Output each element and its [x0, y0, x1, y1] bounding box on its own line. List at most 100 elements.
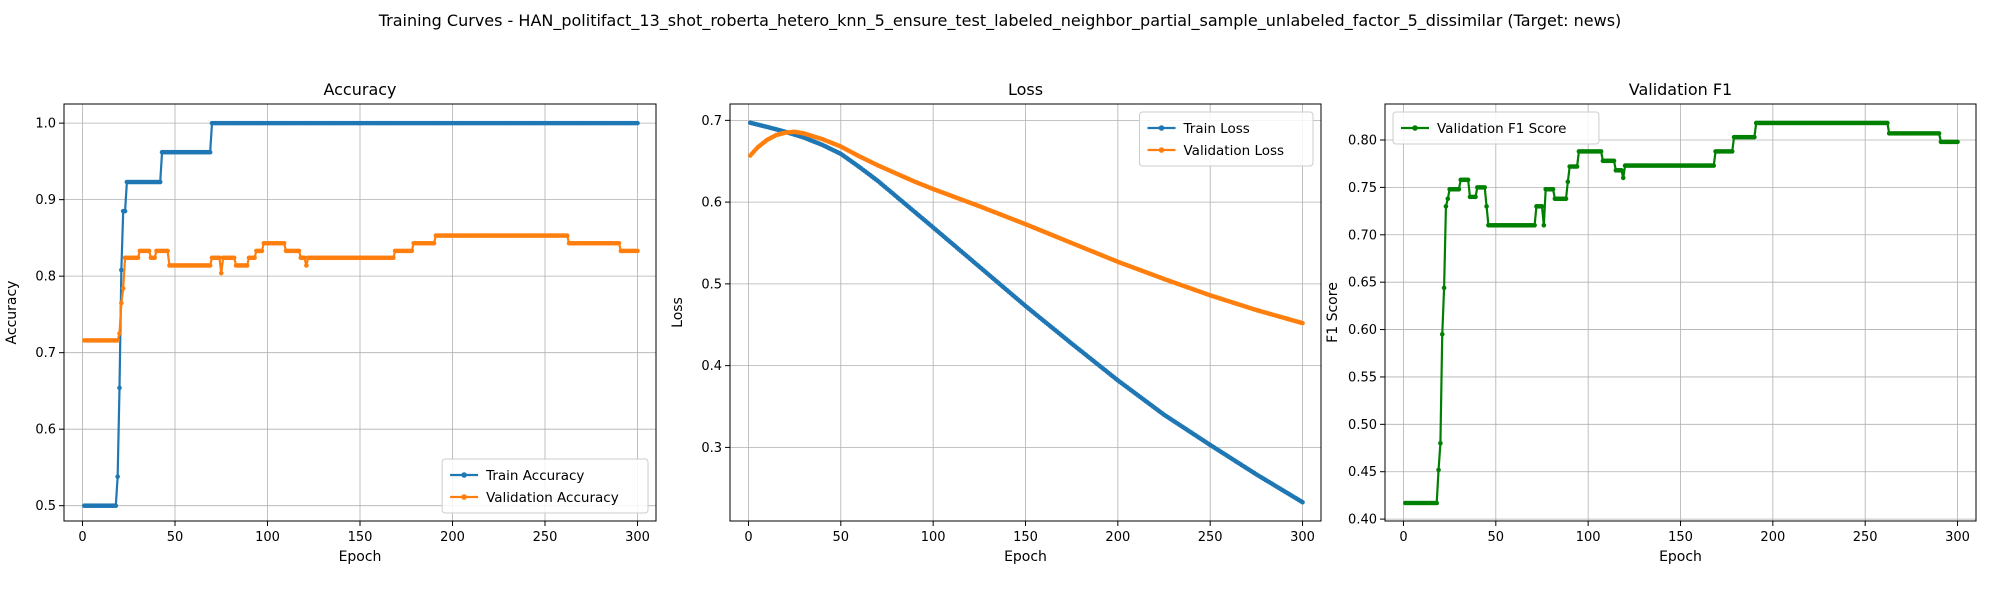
data-point: [1885, 120, 1890, 126]
y-tick-label: 0.65: [1348, 276, 1377, 291]
data-point: [635, 120, 640, 126]
y-tick-label: 0.3: [701, 441, 722, 456]
y-tick-label: 0.7: [35, 346, 56, 361]
legend-label: Train Loss: [1183, 121, 1250, 137]
data-point: [1441, 285, 1447, 291]
y-tick-label: 0.50: [1348, 418, 1377, 433]
data-point: [119, 267, 124, 273]
data-point: [1438, 440, 1443, 446]
loss-series-2: [748, 129, 1305, 326]
x-tick-label: 300: [1290, 530, 1315, 545]
data-point: [281, 240, 287, 246]
accuracy-series-1: [82, 120, 640, 509]
accuracy-y-axis-label: Accuracy: [4, 281, 20, 345]
data-point: [1711, 163, 1717, 168]
data-point: [252, 255, 257, 261]
data-point: [1611, 158, 1617, 164]
data-point: [218, 270, 224, 276]
x-tick-label: 50: [833, 530, 850, 545]
x-tick-label: 200: [440, 530, 465, 545]
y-tick-label: 0.55: [1348, 370, 1377, 385]
data-point: [409, 248, 415, 254]
data-point: [1541, 223, 1547, 228]
legend-marker: [1412, 125, 1418, 131]
data-point: [1563, 196, 1569, 202]
y-tick-label: 0.6: [701, 196, 722, 211]
data-point: [157, 179, 163, 185]
data-point: [1752, 134, 1757, 140]
accuracy-grid: [64, 104, 656, 521]
data-point: [120, 286, 126, 291]
legend-marker: [1158, 147, 1165, 153]
data-point: [1532, 223, 1537, 228]
validation-f1-grid: [1385, 104, 1976, 521]
data-point: [152, 255, 157, 261]
x-tick-label: 50: [167, 530, 184, 545]
legend-marker: [1158, 125, 1165, 131]
data-point: [1300, 320, 1305, 326]
data-point: [115, 338, 120, 343]
loss-legend: Train Loss Validation Loss: [1139, 111, 1314, 167]
data-point: [117, 385, 122, 391]
validation-f1-x-axis-label: Epoch: [1659, 549, 1702, 565]
y-tick-label: 0.75: [1348, 181, 1377, 196]
data-point: [1565, 179, 1571, 185]
data-point: [207, 263, 213, 268]
accuracy-legend: Train Accuracy Validation Accuracy: [441, 458, 649, 514]
data-point: [217, 255, 222, 261]
y-tick-label: 0.45: [1348, 465, 1377, 480]
data-point: [302, 255, 307, 261]
loss-panel: 0 50 100 150 200 250 300 0.3 0.4 0.5 0.6 0.7 Loss Epo…: [670, 80, 1322, 565]
data-point: [564, 233, 570, 238]
data-point: [616, 240, 622, 246]
data-point: [231, 255, 237, 261]
y-tick-label: 1.0: [35, 117, 56, 132]
y-tick-label: 0.6: [35, 423, 56, 438]
loss-title: Loss: [1008, 80, 1043, 99]
data-point: [1436, 467, 1441, 473]
x-tick-label: 250: [1198, 530, 1223, 545]
data-point: [1574, 164, 1580, 169]
x-tick-label: 200: [1760, 530, 1785, 545]
legend-label: Train Accuracy: [485, 468, 584, 484]
data-point: [1482, 185, 1488, 190]
validation-f1-series-line: [1405, 121, 1958, 505]
data-point: [1539, 204, 1545, 209]
data-point: [304, 263, 309, 268]
x-tick-label: 150: [1668, 530, 1693, 545]
accuracy-title: Accuracy: [323, 80, 396, 99]
validation-f1-series-1: [1403, 120, 1960, 506]
legend-label: Validation F1 Score: [1437, 121, 1566, 137]
data-point: [165, 248, 170, 254]
figure-suptitle: Training Curves - HAN_politifact_13_shot…: [378, 11, 1622, 31]
validation-f1-legend: Validation F1 Score: [1392, 111, 1600, 145]
data-point: [207, 149, 213, 155]
x-tick-label: 100: [921, 530, 946, 545]
data-point: [1936, 131, 1942, 136]
loss-y-axis-label: Loss: [670, 297, 686, 328]
accuracy-x-axis-label: Epoch: [339, 549, 382, 565]
data-point: [1620, 175, 1626, 181]
data-point: [1955, 139, 1960, 145]
data-point: [259, 248, 265, 254]
accuracy-series-line: [84, 122, 638, 507]
loss-series-1: [748, 120, 1305, 505]
x-tick-label: 0: [78, 530, 86, 545]
y-tick-label: 0.4: [701, 359, 722, 374]
y-tick-label: 0.9: [35, 193, 56, 208]
data-point: [1445, 196, 1451, 202]
accuracy-panel: 0 50 100 150 200 250 300 0.5 0.6 0.7 0.8 0.9 1.0 Accu…: [4, 80, 657, 565]
data-point: [113, 503, 119, 509]
validation-f1-panel: 0 50 100 150 200 250 300 0.40 0.45 0.50 0.55 0.60 0.…: [1325, 80, 1977, 565]
x-tick-label: 0: [1399, 530, 1407, 545]
data-point: [431, 240, 437, 246]
y-tick-label: 0.7: [701, 114, 722, 129]
legend-label: Validation Accuracy: [486, 490, 619, 506]
x-tick-label: 250: [1853, 530, 1878, 545]
data-point: [1439, 332, 1445, 337]
data-point: [391, 255, 396, 261]
data-point: [146, 248, 152, 254]
data-point: [1598, 149, 1604, 154]
x-tick-label: 150: [348, 530, 373, 545]
